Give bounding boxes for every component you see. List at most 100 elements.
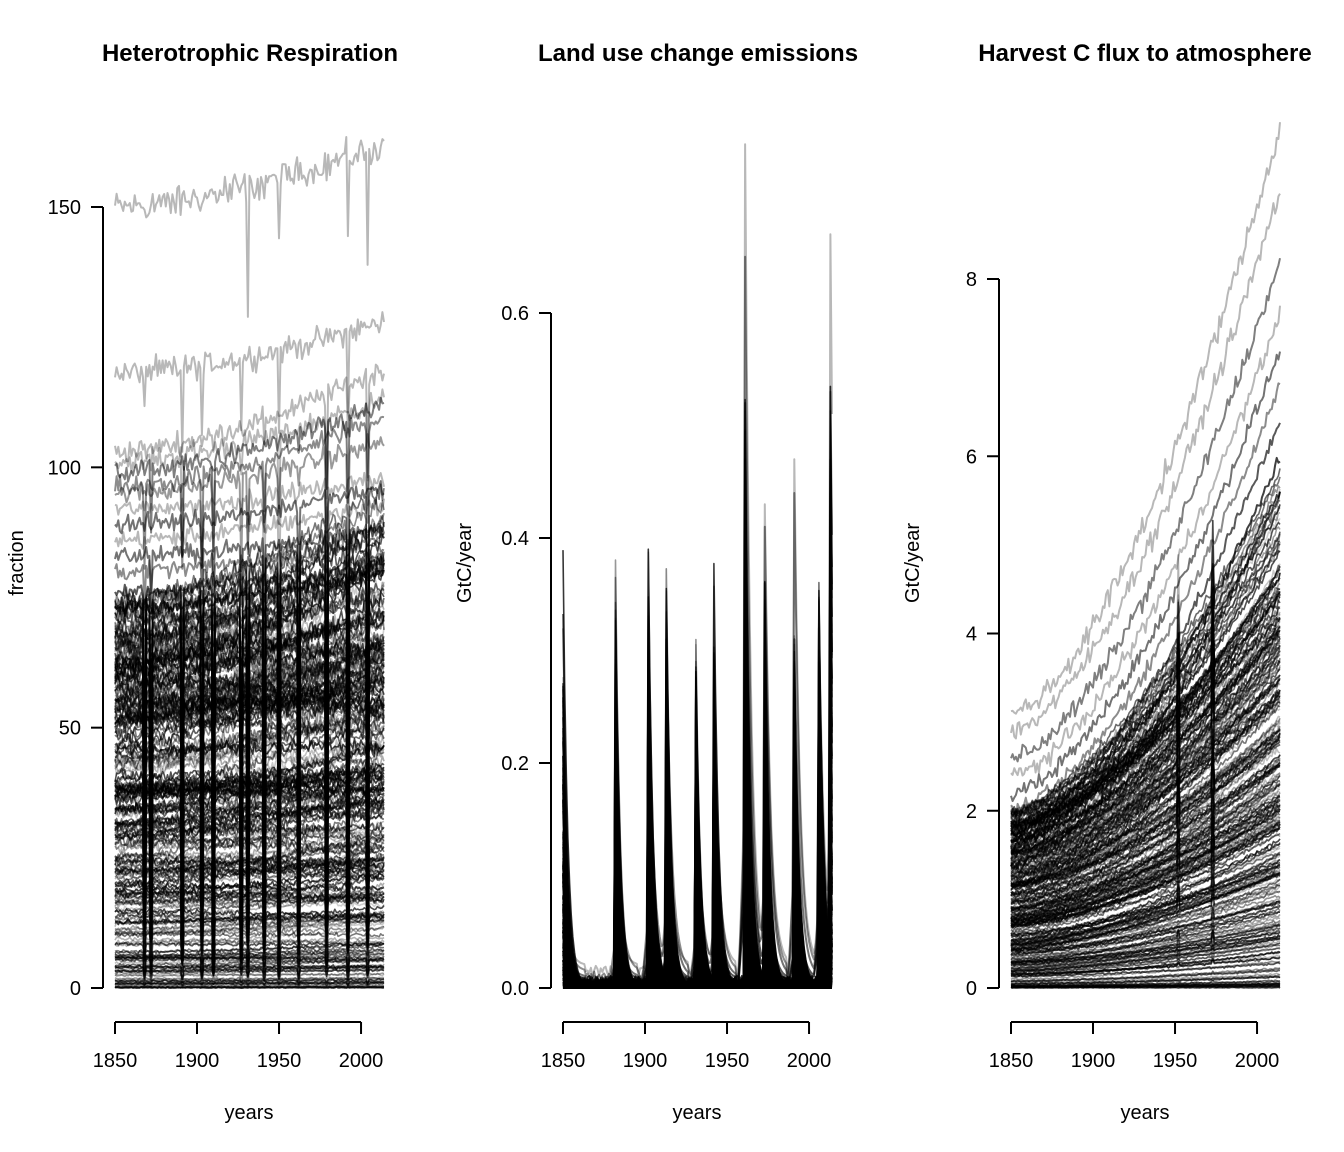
y-tick-label: 8 [966,269,977,291]
series-line [1010,645,1281,868]
y-tick-label: 2 [966,801,977,823]
series-line [1010,305,1281,777]
series-line [114,834,385,939]
series-line [114,972,385,983]
series-line [1010,822,1281,929]
y-axis: 0 50 100 150 [48,197,104,1000]
series-line [1010,674,1281,865]
series-line [1010,728,1281,878]
series-line [114,856,385,946]
x-axis-title: years [673,1102,722,1124]
x-tick-label: 1850 [989,1050,1034,1072]
series-line [1010,937,1281,973]
series-line [1010,878,1281,953]
series-line [1010,960,1281,981]
series-line [1010,193,1281,740]
series-line [114,964,385,977]
series-line [114,979,385,986]
series-line [114,311,385,453]
y-tick-label: 0 [70,978,81,1000]
series-line [114,957,385,980]
series-line [114,768,385,911]
series-line [114,840,385,938]
series-line [1011,637,1281,879]
y-axis-title: GtC/year [902,523,924,603]
series-line [1010,792,1281,920]
x-tick-label: 2000 [339,1050,384,1072]
series-line [114,789,385,910]
series-line [114,916,385,967]
series-line [1010,772,1281,896]
series-line [1010,689,1281,872]
series-line [1010,862,1281,947]
y-axis: 0.0 0.2 0.4 0.6 [501,303,552,1000]
series-line [114,415,385,570]
series-line [1010,764,1281,916]
series-line [114,965,385,983]
x-axis-title: years [225,1102,274,1124]
series-line [114,976,385,986]
x-axis: 1850 1900 1950 2000 [989,1021,1280,1072]
series-line [114,893,385,950]
series-line [114,898,385,953]
series-line [1010,678,1281,888]
series-line [1010,905,1281,956]
y-tick-label: 0.6 [501,303,529,325]
series-line [114,836,385,937]
series-line [1010,521,1281,824]
y-axis-title: GtC/year [454,523,476,603]
x-tick-label: 1950 [1153,1050,1198,1072]
series-line [114,981,385,987]
series-line [114,388,385,557]
series-line [1010,564,1281,855]
series-line [114,552,385,852]
series-line [114,919,385,965]
series-line [1010,833,1281,926]
series-line [114,938,385,974]
series-line [114,914,385,960]
x-tick-label: 2000 [1235,1050,1280,1072]
y-tick-label: 0.0 [501,978,529,1000]
series-line [1010,937,1281,971]
x-axis-title: years [1121,1102,1170,1124]
series-line [1010,796,1281,927]
series-line [1010,858,1281,937]
series-line [114,480,385,583]
series-line [562,589,833,989]
series-line [1010,549,1281,826]
series-line [114,801,385,924]
series-line [1010,655,1281,839]
series-line [114,703,385,898]
series-line [114,891,385,958]
x-tick-label: 1850 [541,1050,586,1072]
series-line [1010,911,1281,963]
x-tick-label: 1900 [1071,1050,1116,1072]
series-line [1010,765,1281,887]
series-line [114,942,385,968]
series-line [114,941,385,973]
series-line [114,919,385,965]
series-line [1010,820,1281,933]
series-line [1011,980,1281,987]
series-line [114,496,385,765]
series-line [1010,921,1281,961]
series-line [114,935,385,966]
series-line [1010,680,1281,848]
series-line [1010,257,1281,763]
series-line [1010,863,1281,939]
series-line [114,888,385,950]
x-axis: 1850 1900 1950 2000 [541,1021,831,1072]
series-line [1010,773,1281,911]
series-line [1010,611,1281,844]
series-line [1010,967,1281,983]
series-line [1010,969,1280,983]
series-line [1010,689,1281,857]
series-line [114,985,385,989]
series-line [114,972,385,983]
series-line [114,882,385,951]
series-line [114,657,385,902]
series-line [114,471,385,598]
chart-title: Land use change emissions [538,40,858,67]
chart-title: Heterotrophic Respiration [102,40,398,67]
series-line [115,952,385,969]
